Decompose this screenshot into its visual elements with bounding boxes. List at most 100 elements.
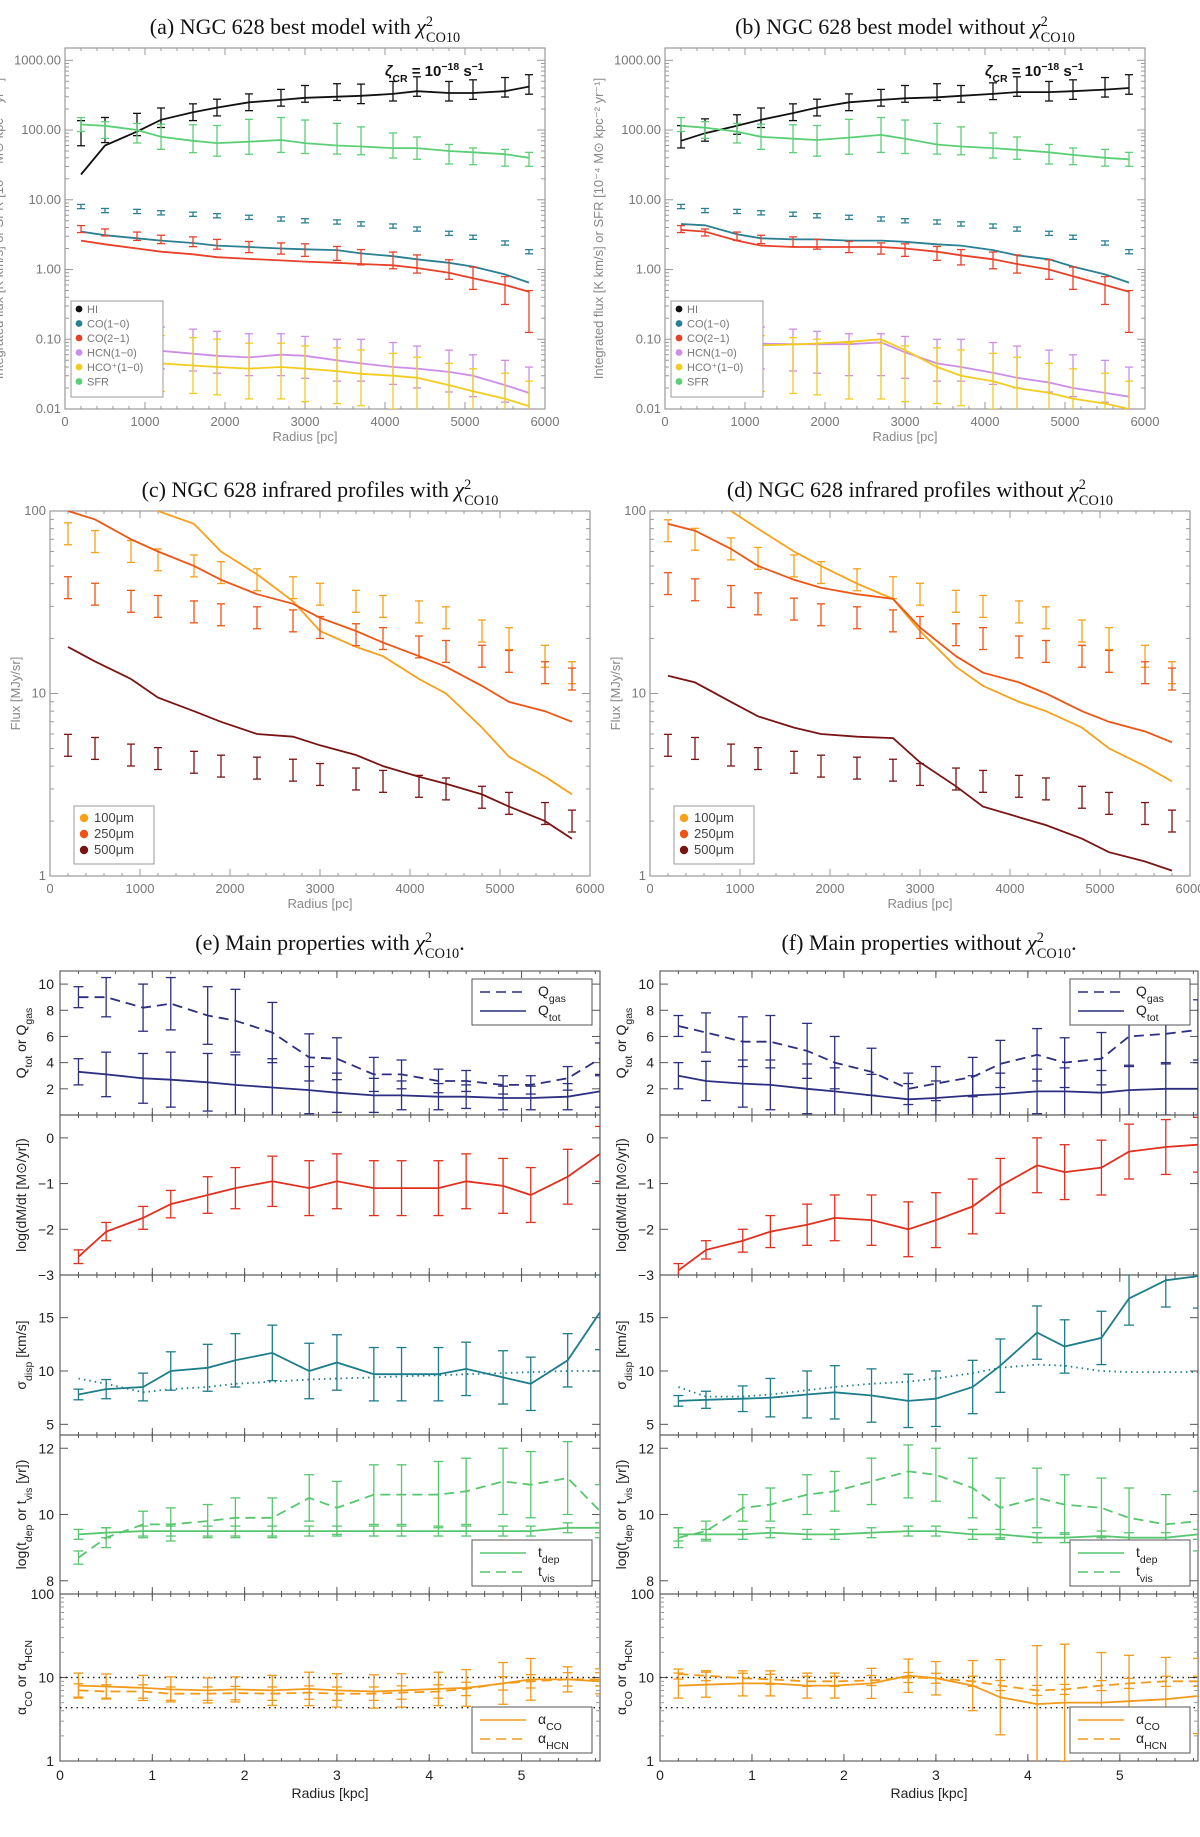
error-bar-HCO (1013, 356, 1021, 409)
error-bar-ir500 (568, 809, 576, 833)
legend-label: Qtot (1136, 1002, 1159, 1024)
error-bar-t (700, 1520, 711, 1542)
error-bar-ir100 (790, 554, 798, 578)
model-line-HI (680, 87, 1130, 142)
error-bar-ir250 (1042, 639, 1050, 664)
x-tick-label: 1000 (126, 881, 155, 896)
error-bar-t (73, 1550, 84, 1565)
y-tick-label: 12 (38, 1440, 54, 1456)
error-bar-CO10 (133, 208, 141, 215)
error-bar-SFR (189, 124, 197, 154)
y-tick-label: 100.00 (21, 122, 61, 137)
y-tick-label: 10 (638, 1507, 654, 1523)
y-tick-label: −2 (638, 1221, 654, 1237)
error-bar-ir250 (790, 597, 798, 621)
plot-area (664, 511, 1176, 872)
error-bar-ir500 (352, 767, 360, 791)
model-line-CO21 (680, 229, 1130, 293)
panel-title-e: (e) Main properties with χ2 CO10. (195, 930, 464, 962)
error-bar-CO21 (1101, 275, 1109, 306)
error-bar-ir100 (352, 589, 360, 613)
y-axis-label: log(tdep or tvis [yr]) (13, 1460, 35, 1570)
subpanel-f-dMdt: −3 −2 −1 0 log(dM/dt [M⊙/yr]) (613, 1114, 1199, 1283)
legend-label: 250μm (694, 826, 734, 841)
legend-label: tdep (1136, 1544, 1158, 1566)
error-bar-HCO (469, 368, 477, 409)
error-bar-sigma (1193, 1275, 1198, 1309)
plot-frame (59, 1114, 601, 1276)
y-tick-label: 10 (638, 976, 654, 992)
error-bar-Q (673, 1014, 684, 1038)
panel-title-f: (f) Main properties without χ2 CO10. (781, 930, 1076, 962)
y-tick-label: 0.01 (36, 401, 61, 416)
line-sigma-solid (678, 1275, 1198, 1402)
x-tick-label: 5000 (1086, 881, 1115, 896)
x-tick-label: 5000 (1051, 414, 1080, 429)
error-bar-ir250 (1168, 667, 1176, 691)
line-alpha-dashed (78, 1678, 600, 1695)
error-bar-CO10 (413, 226, 421, 232)
error-bar-CO21 (957, 248, 965, 266)
error-bar-Q (165, 976, 176, 1031)
plot-area (73, 976, 600, 1115)
error-bar-HCO (789, 336, 797, 395)
legend-label: 100μm (94, 810, 134, 825)
error-bar-CO21 (357, 248, 365, 266)
x-tick-label: 6000 (576, 881, 605, 896)
x-tick-label: 4000 (396, 881, 425, 896)
error-bar-Q (73, 986, 84, 1009)
line-alpha-solid (78, 1678, 600, 1693)
error-bar-HI (877, 88, 885, 107)
y-tick-label: 12 (638, 1440, 654, 1456)
error-bar-SFR (333, 122, 341, 155)
legend-label: HI (87, 304, 98, 316)
error-bar-CO21 (989, 251, 997, 270)
legend-box (471, 978, 593, 1026)
error-bar-CO21 (301, 243, 309, 257)
line-t-solid (78, 1526, 600, 1536)
error-bar-CO21 (525, 289, 533, 334)
error-bar-Q (673, 1061, 684, 1090)
legend-label: tvis (538, 1563, 555, 1585)
y-tick-label: 1000.00 (14, 52, 61, 67)
legend-box (1069, 1539, 1191, 1587)
error-bar-CO10 (277, 216, 285, 222)
error-bar-ir250 (64, 576, 72, 600)
error-bar-alpha (165, 1686, 176, 1702)
y-axis-label: αCO or αHCN (13, 1640, 35, 1715)
legend-marker (75, 378, 83, 385)
error-bar-ir250 (817, 603, 825, 627)
error-bar-dMdt (1193, 1116, 1198, 1173)
error-bar-alpha (1193, 1657, 1198, 1735)
plot-area (64, 511, 576, 840)
error-bar-ir250 (190, 600, 198, 624)
error-bar-ir500 (64, 733, 72, 757)
y-tick-label: −3 (638, 1267, 654, 1283)
series-t-dashed (673, 1444, 1198, 1555)
error-bar-CO21 (1069, 266, 1077, 291)
series-CO21 (77, 224, 533, 334)
y-tick-label: 1.00 (636, 262, 661, 277)
zeta-annotation: ζCR = 10−18 s−1 (985, 61, 1084, 85)
legend-box (670, 300, 764, 398)
error-bar-HCO (245, 342, 253, 400)
error-bar-Q (101, 976, 112, 1018)
series-alpha-solid (673, 1643, 1198, 1761)
y-tick-label: 4 (646, 1055, 654, 1071)
series-HCO (77, 328, 533, 409)
error-bar-HI (413, 76, 421, 97)
error-bar-CO10 (213, 213, 221, 219)
error-bar-CO10 (877, 216, 885, 222)
line-alpha-solid (678, 1674, 1198, 1706)
x-tick-label: 3 (333, 1767, 341, 1783)
error-bar-ir250 (754, 592, 762, 616)
error-bar-HI (445, 80, 453, 102)
error-bar-ir500 (817, 754, 825, 778)
error-bar-ir500 (127, 743, 135, 767)
error-bar-ir250 (1105, 649, 1113, 673)
error-bar-SFR (133, 122, 141, 144)
error-bar-SFR (213, 124, 221, 157)
error-bar-HCO (1045, 362, 1053, 409)
